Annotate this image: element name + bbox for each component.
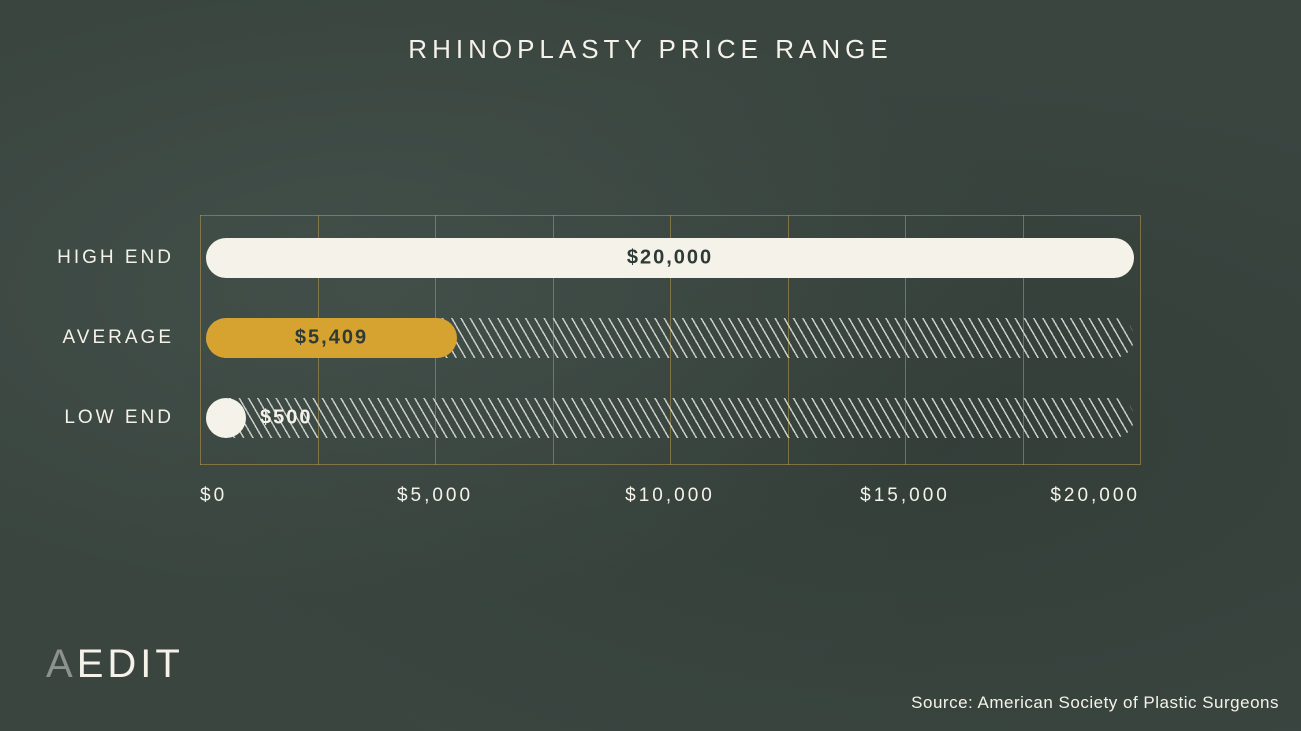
grid-line	[1140, 215, 1141, 465]
x-axis-tick: $10,000	[625, 485, 715, 507]
bar-row-low: LOW END$500	[200, 395, 1140, 441]
x-axis-tick: $0	[200, 485, 227, 507]
bar-row-average: AVERAGE$5,409	[200, 315, 1140, 361]
bar-track	[206, 398, 1134, 438]
price-range-chart: $0$5,000$10,000$15,000$20,000HIGH END$20…	[200, 215, 1140, 465]
bar-value-label: $20,000	[627, 247, 713, 270]
bar-row-label: HIGH END	[57, 247, 174, 269]
bar-low	[206, 398, 246, 438]
bar-row-high: HIGH END$20,000	[200, 235, 1140, 281]
source-attribution: Source: American Society of Plastic Surg…	[911, 693, 1279, 713]
x-axis-tick: $15,000	[860, 485, 950, 507]
chart-title: RHINOPLASTY PRICE RANGE	[0, 34, 1301, 65]
bar-value-label: $500	[260, 407, 313, 430]
brand-logo-edit: EDIT	[77, 642, 184, 686]
bar-average: $5,409	[206, 318, 457, 358]
bar-row-label: AVERAGE	[63, 327, 174, 349]
bar-value-label: $5,409	[295, 327, 368, 350]
bar-row-label: LOW END	[64, 407, 174, 429]
brand-logo-a: A	[46, 642, 77, 686]
bar-high: $20,000	[206, 238, 1134, 278]
x-axis-tick: $5,000	[397, 485, 473, 507]
brand-logo: AEDIT	[46, 642, 184, 687]
x-axis-tick: $20,000	[1050, 485, 1140, 507]
